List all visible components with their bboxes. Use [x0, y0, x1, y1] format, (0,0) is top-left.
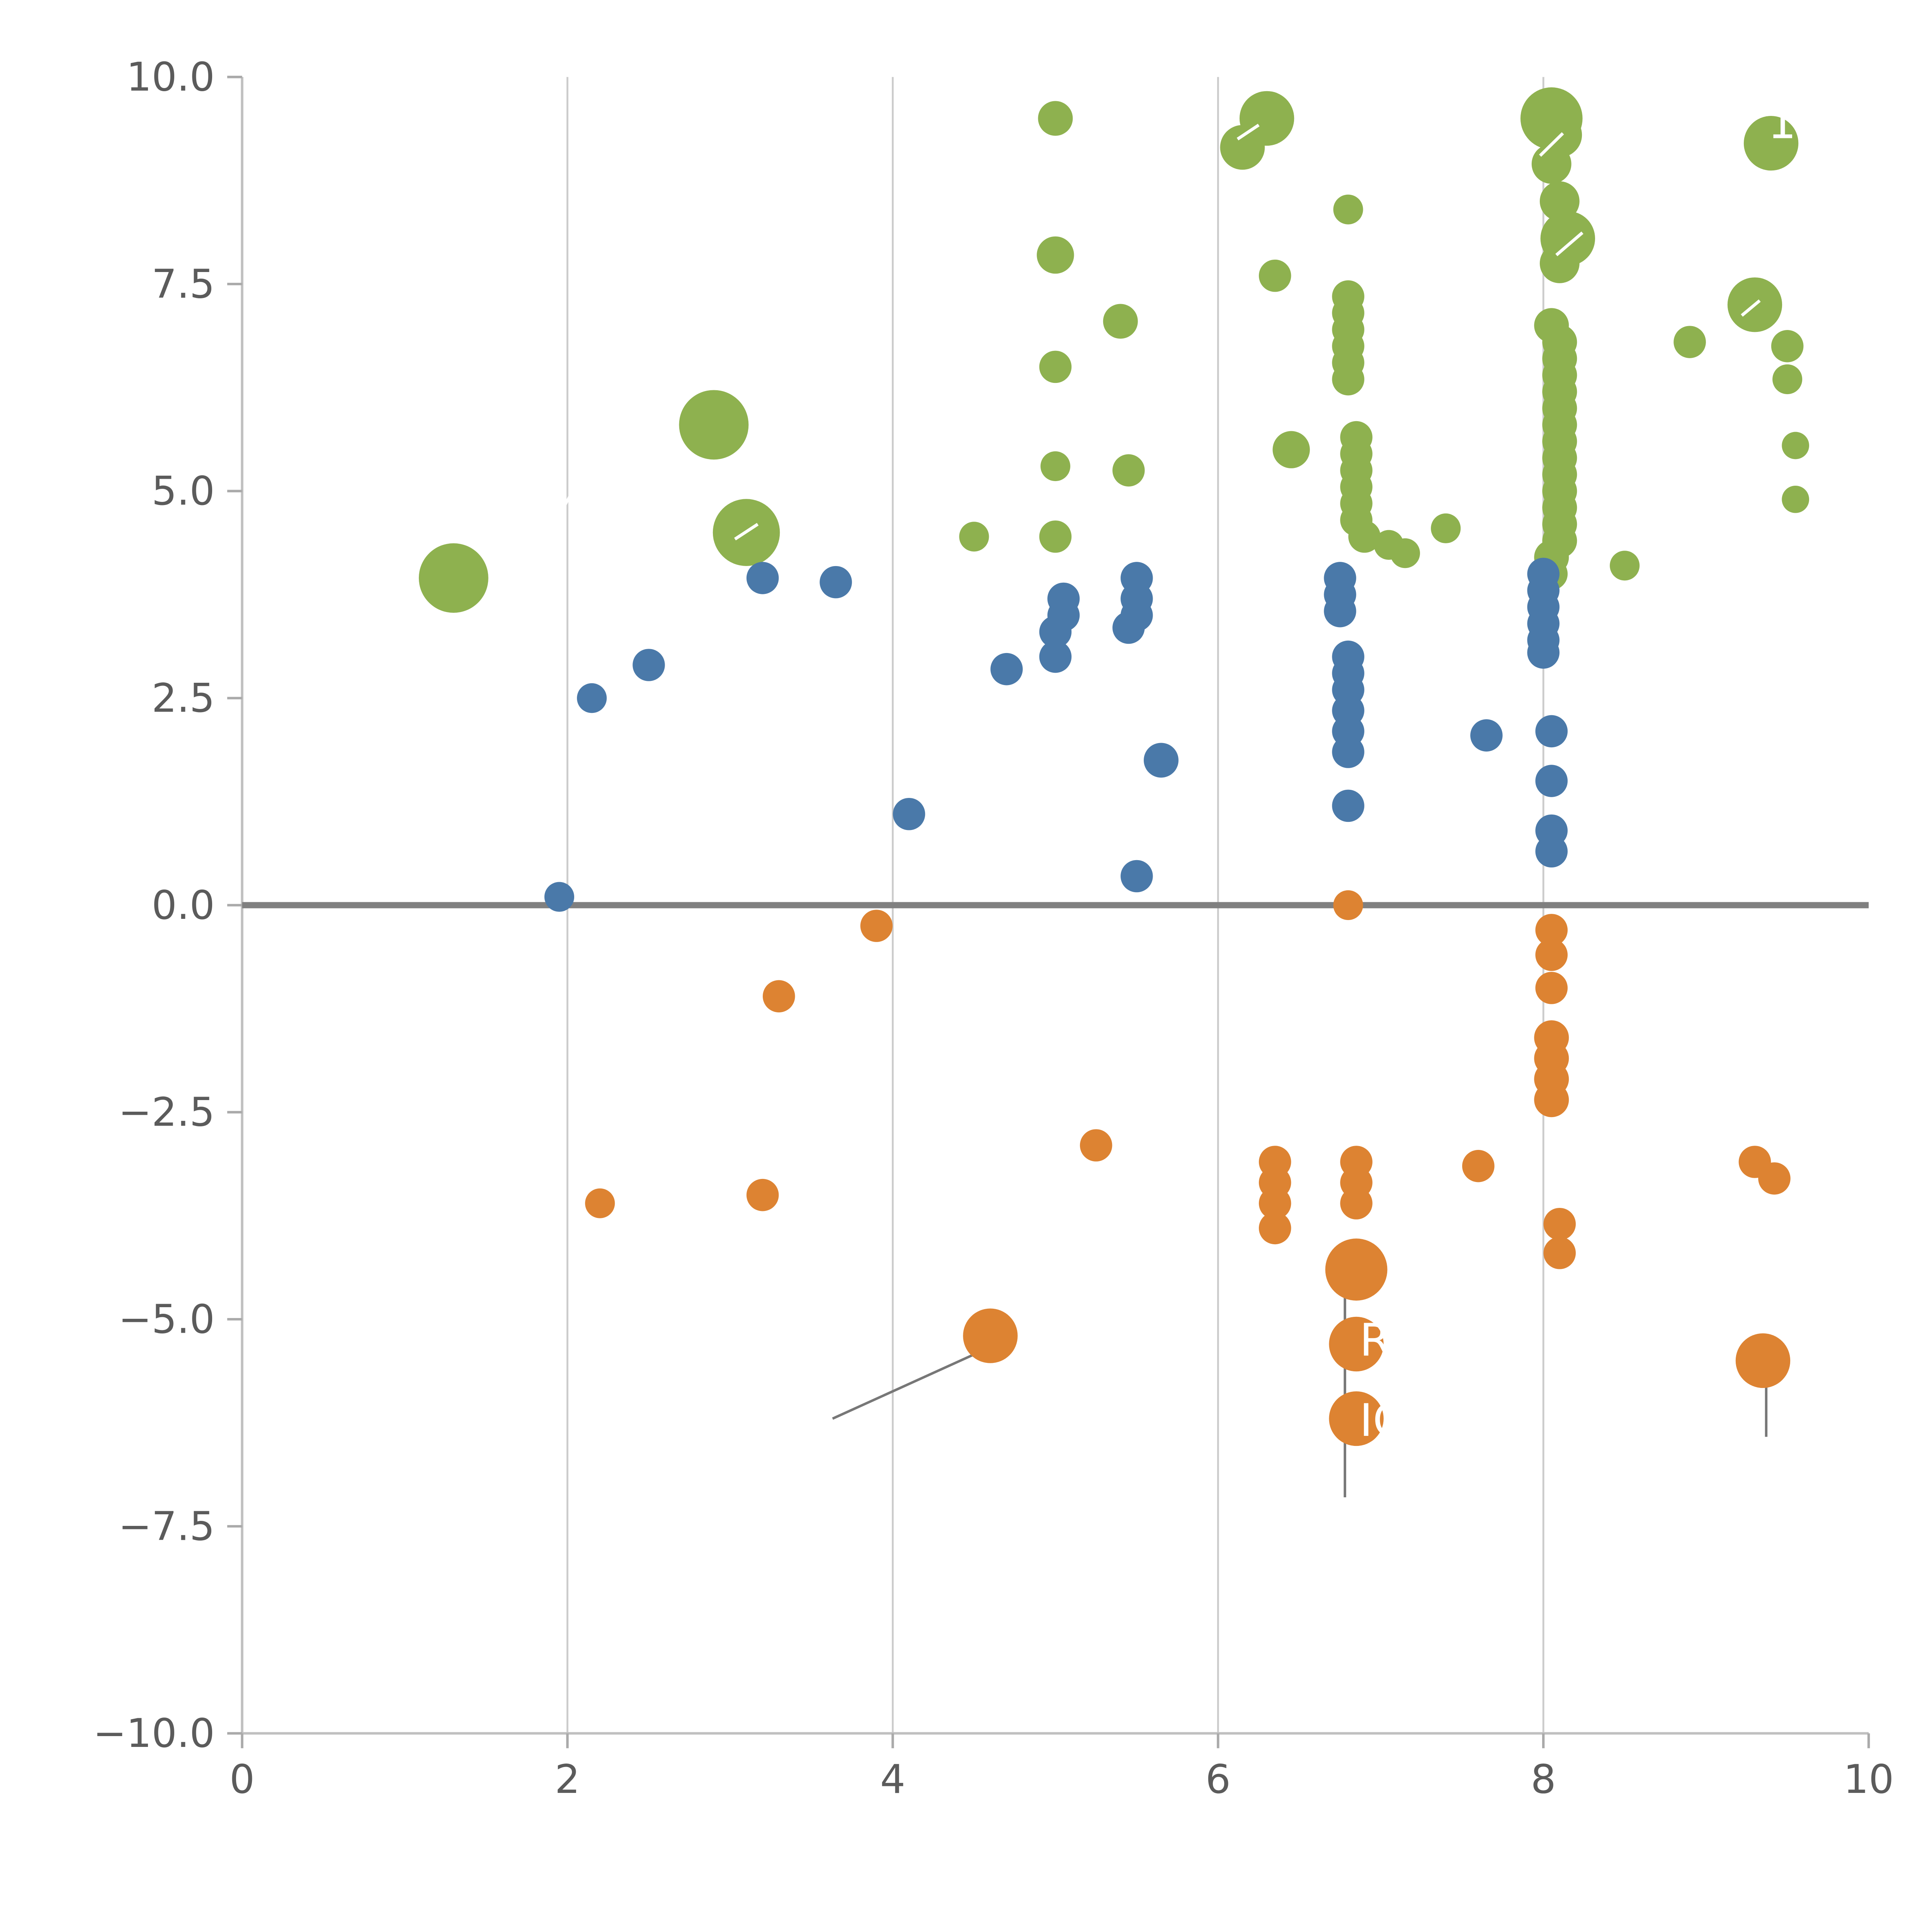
x-tick-label: 4	[880, 1757, 905, 1803]
data-point-green	[418, 543, 488, 613]
annotation-slash-line	[1555, 231, 1583, 257]
data-point-green	[1673, 326, 1706, 358]
data-point-orange	[1535, 972, 1568, 1004]
data-point-green	[1610, 551, 1640, 581]
data-point-blue	[1039, 616, 1072, 648]
data-point-green	[1390, 538, 1420, 568]
annotation-label: 1	[1768, 97, 1796, 149]
data-point-orange	[1333, 890, 1363, 920]
x-tick-label: 0	[230, 1757, 255, 1803]
data-point-blue	[633, 649, 665, 681]
data-point-green	[1039, 350, 1072, 383]
data-point-orange	[860, 910, 893, 942]
data-point-green	[1531, 144, 1571, 184]
data-point-orange	[1259, 1187, 1291, 1219]
data-point-blue	[577, 683, 607, 713]
y-tick-label: −5.0	[118, 1297, 215, 1343]
data-point-green	[1333, 194, 1363, 224]
data-point-green	[1539, 243, 1580, 283]
data-point-orange	[1462, 1150, 1495, 1182]
data-point-blue	[1324, 595, 1356, 628]
data-point-blue	[1535, 835, 1568, 868]
annotation-slash-line	[1236, 124, 1260, 141]
x-tick-label: 2	[555, 1757, 580, 1803]
annotation-slash-line	[734, 523, 759, 541]
x-tick-label: 10	[1844, 1757, 1894, 1803]
annotation-slash-line	[1741, 299, 1761, 317]
y-tick-label: 10.0	[126, 54, 215, 100]
data-point-green	[1259, 259, 1291, 292]
data-point-blue	[1112, 611, 1145, 644]
data-point-blue	[544, 882, 575, 912]
data-point-green	[1039, 520, 1072, 553]
x-tick-label: 6	[1206, 1757, 1231, 1803]
data-point-green	[1743, 116, 1799, 171]
y-tick-label: 0.0	[151, 883, 215, 929]
data-point-orange	[963, 1308, 1018, 1363]
data-point-blue	[1332, 789, 1364, 822]
data-point-green	[1348, 520, 1381, 553]
data-point-blue	[1121, 860, 1153, 893]
data-point-orange	[585, 1188, 615, 1218]
annotation-slash-line	[1539, 132, 1564, 157]
data-point-blue	[990, 653, 1023, 685]
data-point-orange	[1080, 1129, 1112, 1162]
data-point-green	[1037, 236, 1074, 274]
data-point-green	[1040, 451, 1070, 481]
data-point-orange	[1329, 1316, 1384, 1372]
data-point-orange	[1340, 1187, 1372, 1219]
data-point-green	[1239, 91, 1294, 146]
annotation-label: R	[1360, 1315, 1391, 1366]
data-point-green	[1782, 432, 1810, 459]
y-tick-label: 2.5	[151, 675, 215, 721]
data-point-green	[1272, 431, 1310, 468]
data-point-orange	[1543, 1208, 1576, 1240]
data-point-green	[1112, 454, 1145, 487]
data-point-orange	[1758, 1162, 1791, 1195]
data-point-green	[1103, 304, 1138, 339]
data-point-orange	[746, 1179, 779, 1211]
data-point-green	[1431, 513, 1461, 543]
data-point-green	[1038, 101, 1073, 136]
data-point-green	[679, 390, 749, 460]
data-point-orange	[1535, 914, 1568, 946]
data-point-orange	[1735, 1333, 1791, 1388]
data-point-blue	[893, 798, 925, 830]
data-point-blue	[1039, 640, 1072, 673]
annotation-slash-line	[563, 494, 572, 507]
data-point-orange	[1329, 1391, 1384, 1446]
data-point-green	[1539, 181, 1580, 221]
data-point-blue	[1535, 765, 1568, 797]
data-point-blue	[1332, 736, 1364, 768]
data-point-orange	[1259, 1212, 1291, 1245]
data-point-green	[1771, 330, 1804, 362]
data-point-orange	[1534, 1082, 1569, 1117]
data-point-green	[1782, 485, 1810, 513]
data-point-blue	[820, 566, 852, 599]
y-tick-label: 5.0	[151, 468, 215, 514]
data-point-orange	[1543, 1236, 1576, 1269]
data-point-blue	[1143, 743, 1179, 778]
data-point-blue	[1535, 715, 1568, 748]
data-point-orange	[1535, 939, 1568, 971]
y-tick-label: −7.5	[118, 1503, 215, 1549]
annotation-label: IC	[1360, 1395, 1404, 1447]
data-point-orange	[762, 980, 795, 1013]
y-tick-label: −2.5	[118, 1090, 215, 1136]
data-point-blue	[746, 562, 779, 594]
y-tick-label: 7.5	[151, 261, 215, 307]
data-point-green	[1772, 364, 1803, 395]
x-tick-label: 8	[1531, 1757, 1556, 1803]
y-tick-label: −10.0	[93, 1711, 215, 1757]
data-point-blue	[1527, 636, 1560, 669]
data-point-blue	[1470, 719, 1503, 752]
data-point-orange	[1325, 1238, 1388, 1301]
data-point-green	[959, 522, 989, 552]
annotation-leader-line	[832, 1349, 983, 1420]
data-point-green	[1332, 363, 1364, 396]
